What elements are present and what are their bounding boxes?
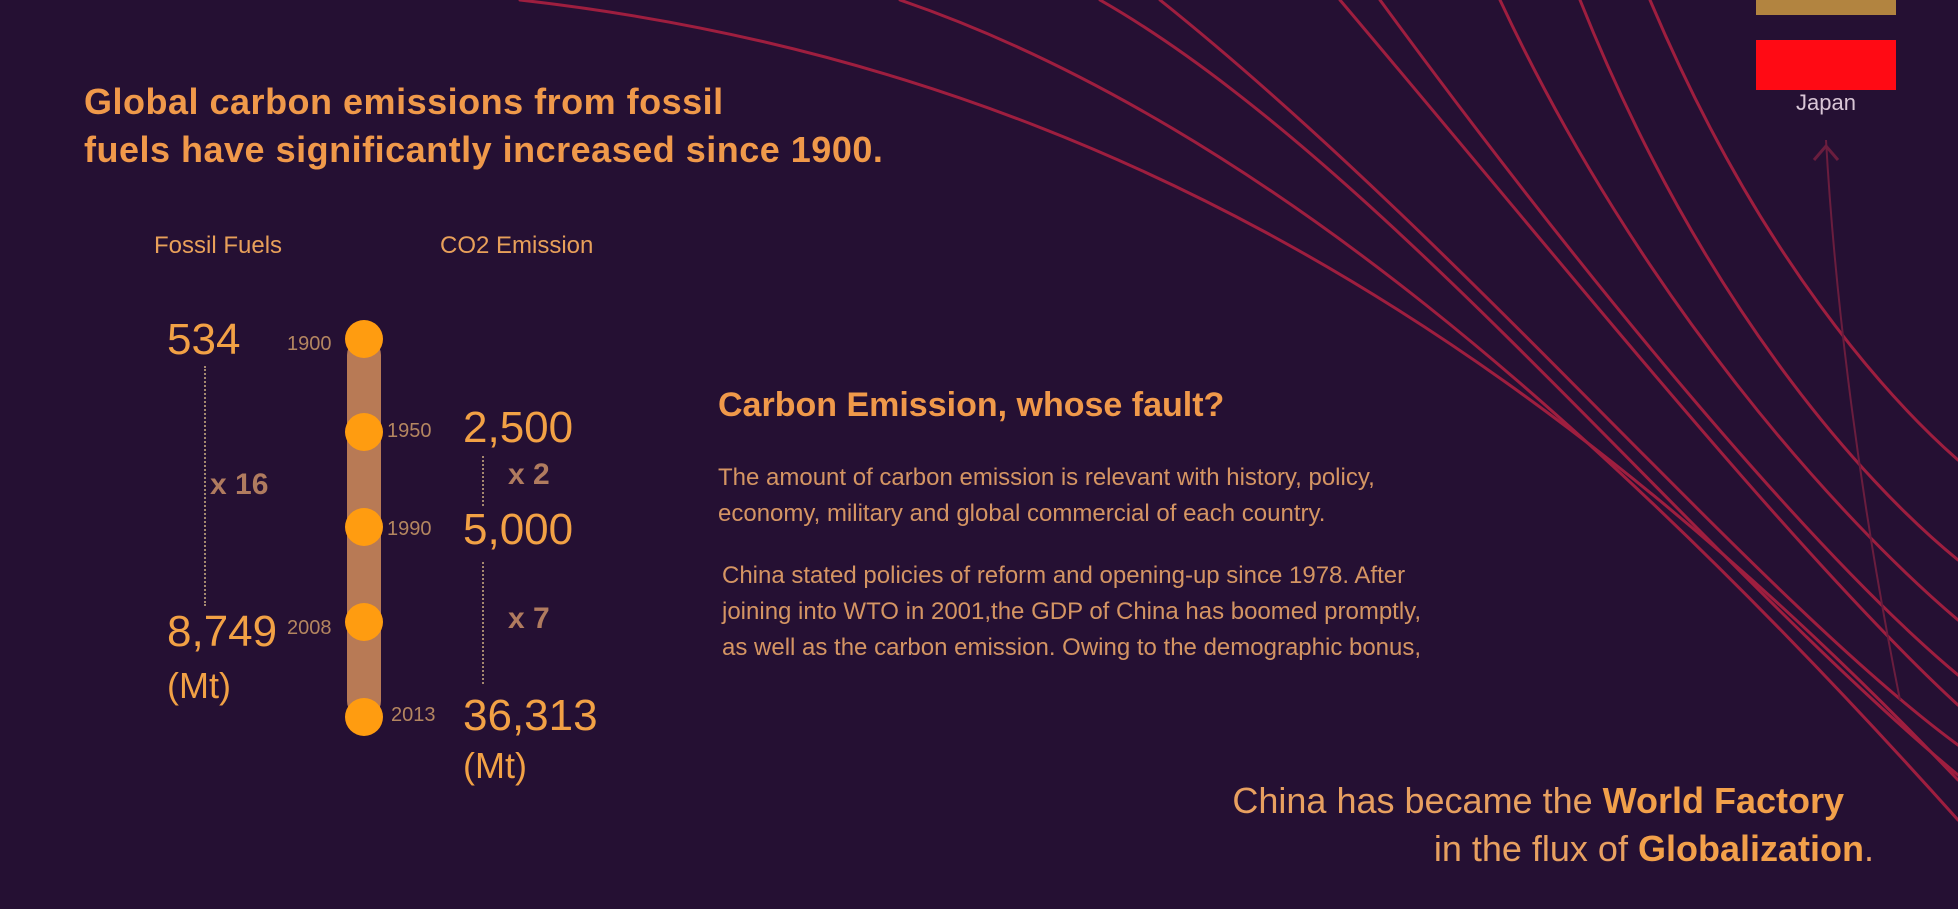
- co2-dotted-line-1: [482, 456, 484, 506]
- curve-4: [1158, 0, 1958, 747]
- closing-globalization: Globalization: [1637, 828, 1864, 869]
- legend-swatch-tan: [1756, 0, 1896, 15]
- japan-arrow-icon: [1812, 143, 1840, 161]
- paragraph-1-line-2: economy, military and global commercial …: [718, 500, 1326, 527]
- co2-multiplier-2: x 7: [508, 602, 550, 635]
- fossil-multiplier: x 16: [210, 468, 269, 501]
- paragraph-1: The amount of carbon emission is relevan…: [718, 460, 1375, 532]
- closing-period: .: [1863, 828, 1874, 869]
- paragraph-1-line-1: The amount of carbon emission is relevan…: [718, 464, 1375, 491]
- fossil-dotted-line: [204, 366, 206, 606]
- closing-line-2: in the flux of Globalization.: [1100, 828, 1874, 870]
- curve-2: [898, 0, 1958, 822]
- timeline-dot-1900: [345, 320, 383, 358]
- section-title: Carbon Emission, whose fault?: [718, 386, 1225, 424]
- paragraph-2-line-3: as well as the carbon emission. Owing to…: [722, 634, 1422, 661]
- fossil-fuels-label: Fossil Fuels: [154, 232, 283, 259]
- legend-label-japan: Japan: [1796, 90, 1856, 115]
- year-label-1950: 1950: [387, 420, 432, 442]
- fossil-value-1900: 534: [167, 315, 241, 364]
- paragraph-2-line-1: China stated policies of reform and open…: [722, 562, 1406, 589]
- closing-line-2-text: in the flux of: [1433, 828, 1638, 869]
- year-label-1900: 1900: [287, 333, 332, 355]
- closing-line-1: China has became the World Factory: [1100, 780, 1874, 822]
- co2-value-1950: 2,500: [463, 403, 574, 452]
- curve-6: [1378, 0, 1958, 677]
- closing-world-factory: World Factory: [1602, 780, 1844, 821]
- paragraph-2-line-2: joining into WTO in 2001,the GDP of Chin…: [722, 598, 1422, 625]
- timeline-dot-1950: [345, 413, 383, 451]
- year-label-2008: 2008: [287, 617, 332, 639]
- curve-7: [1498, 0, 1958, 622]
- co2-dotted-line-2: [482, 562, 484, 684]
- headline-line-2: fuels have significantly increased since…: [84, 129, 884, 170]
- timeline-dot-1990: [345, 508, 383, 546]
- curve-3: [1098, 0, 1958, 777]
- fossil-unit: (Mt): [167, 665, 231, 706]
- timeline-dot-2013: [345, 698, 383, 736]
- year-label-1990: 1990: [387, 518, 432, 540]
- curve-9: [1648, 0, 1958, 462]
- co2-multiplier-1: x 2: [508, 458, 550, 491]
- paragraph-2: China stated policies of reform and open…: [722, 558, 1421, 666]
- curve-8: [1578, 0, 1958, 562]
- co2-value-2013: 36,313: [463, 691, 598, 740]
- closing-line-1-text: China has became the: [1232, 780, 1603, 821]
- year-label-2013: 2013: [391, 704, 436, 726]
- curve-1: [518, 0, 1958, 782]
- fossil-value-2013: 8,749: [167, 607, 278, 656]
- curve-5: [1338, 0, 1958, 707]
- headline: Global carbon emissions from fossil fuel…: [84, 78, 1024, 174]
- legend-swatch-japan: [1756, 40, 1896, 90]
- japan-curve: [1825, 139, 1901, 701]
- co2-emission-label: CO2 Emission: [440, 232, 594, 259]
- co2-value-1990: 5,000: [463, 505, 574, 554]
- co2-unit: (Mt): [463, 745, 527, 786]
- headline-line-1: Global carbon emissions from fossil: [84, 81, 724, 122]
- timeline-dot-2008: [345, 603, 383, 641]
